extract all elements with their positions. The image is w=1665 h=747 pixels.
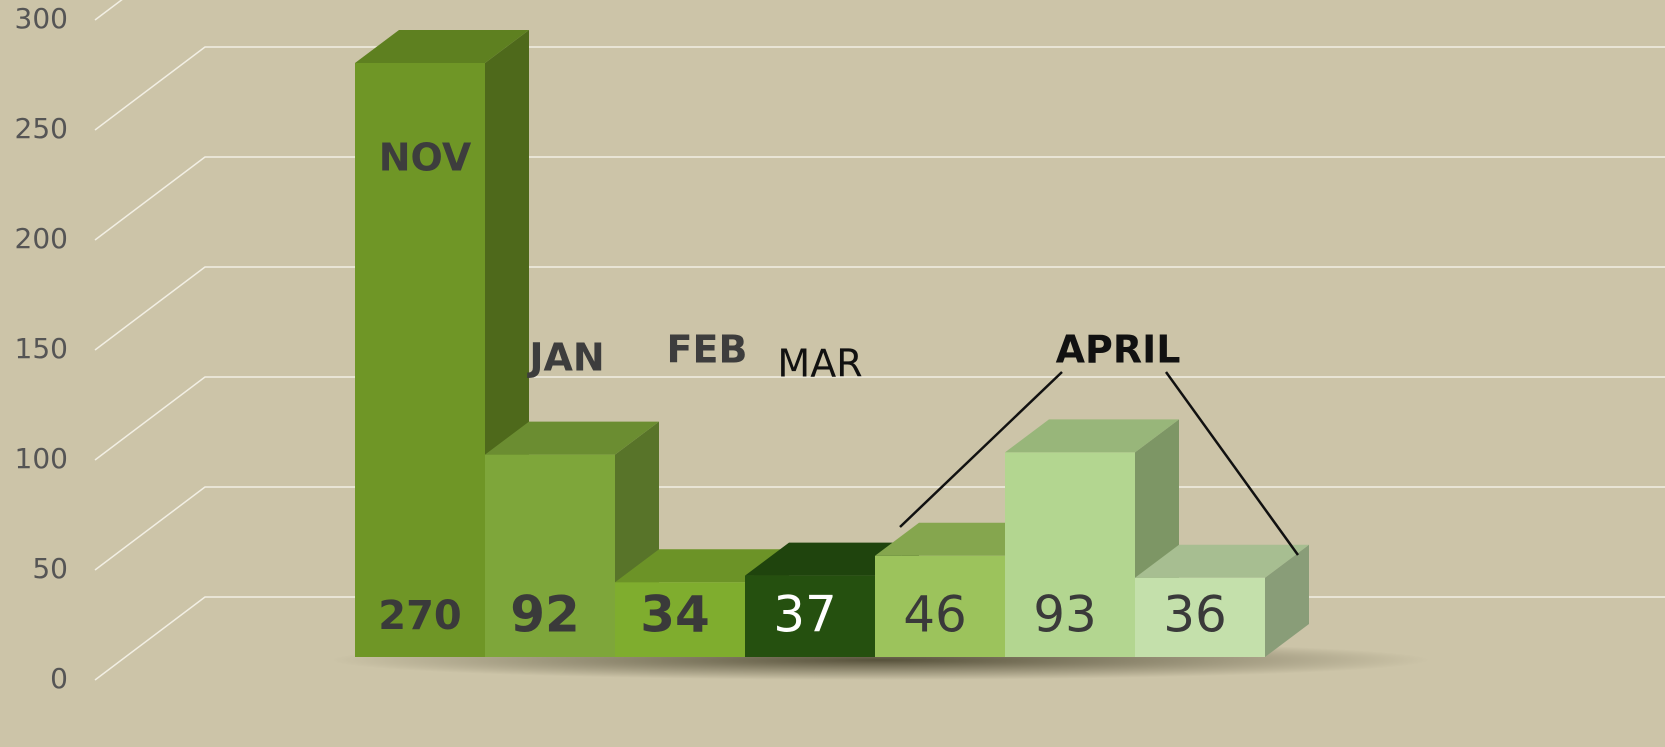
y-tick-label: 0 (50, 662, 68, 695)
category-label: MAR (777, 342, 862, 386)
value-label: 92 (510, 586, 580, 644)
y-tick-label: 250 (15, 112, 68, 145)
bar-top (1135, 544, 1309, 578)
bar-front (875, 555, 1005, 657)
bar-top (485, 421, 659, 455)
category-label: NOV (379, 136, 472, 180)
category-label: FEB (667, 328, 748, 372)
y-tick-label: 150 (15, 332, 68, 365)
bar-front (1135, 577, 1265, 657)
y-tick-label: 200 (15, 222, 68, 255)
y-tick-label: 50 (32, 552, 68, 585)
annotation-line (899, 371, 1063, 528)
value-label: 37 (773, 586, 837, 644)
grid-line (94, 376, 1665, 461)
bar-front (485, 454, 615, 657)
annotation-line (1164, 371, 1300, 556)
bar-front (615, 582, 745, 657)
y-tick-label: 300 (15, 2, 68, 35)
bar-top (355, 30, 529, 63)
grid-line (94, 156, 1665, 241)
bar (485, 421, 659, 657)
value-label: 34 (640, 586, 710, 644)
value-label: 270 (378, 593, 462, 639)
grid-line (94, 46, 1665, 131)
grid-line (94, 266, 1665, 351)
value-label: 36 (1163, 586, 1227, 644)
value-label: 46 (903, 586, 967, 644)
y-tick-label: 100 (15, 442, 68, 475)
bar-front (1005, 452, 1135, 657)
bar (1135, 544, 1309, 657)
bar-front (745, 575, 875, 657)
bar-front (355, 63, 485, 657)
bar-top (615, 549, 789, 583)
bar-top (1005, 419, 1179, 453)
category-label: JAN (526, 336, 604, 380)
bar-side (1265, 544, 1309, 657)
value-label: 93 (1033, 586, 1097, 644)
annotation: APRIL (1056, 328, 1181, 372)
